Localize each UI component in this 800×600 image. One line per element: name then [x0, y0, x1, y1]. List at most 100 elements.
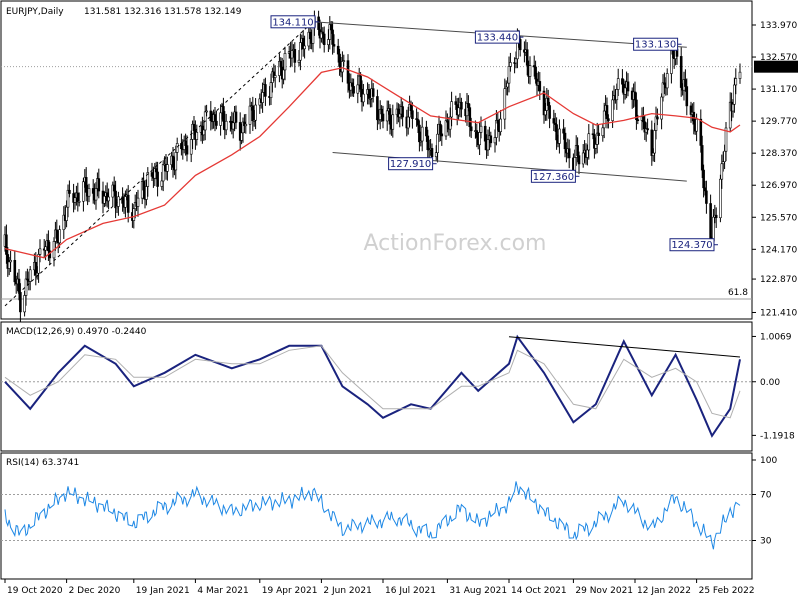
- candle-body: [9, 259, 12, 263]
- candle-body: [156, 171, 159, 187]
- x-axis: 19 Oct 2020 2 Dec 2020 19 Jan 2021 4 Mar 20…: [4, 579, 755, 596]
- annotation-label: 127.360: [533, 172, 574, 183]
- candle-body: [721, 161, 725, 165]
- candle-body: [282, 69, 285, 80]
- candle-body: [68, 189, 71, 194]
- rising-support: [4, 21, 314, 307]
- candle-body: [240, 132, 243, 141]
- rsi-lines: [4, 481, 741, 550]
- candle-body: [546, 97, 550, 106]
- candle-body: [290, 50, 294, 59]
- candle-body: [661, 82, 665, 98]
- candle-body: [303, 45, 306, 50]
- candle-body: [121, 196, 124, 204]
- candle-body: [254, 104, 257, 121]
- candle-body: [84, 177, 88, 193]
- candle-body: [577, 155, 581, 165]
- candle-body: [13, 259, 17, 283]
- candle-body: [587, 133, 591, 151]
- annotation-box: [270, 15, 316, 29]
- candle-body: [23, 295, 26, 313]
- candle-body: [264, 84, 267, 97]
- candle-body: [308, 31, 312, 40]
- candle-body: [205, 110, 208, 113]
- candle-body: [37, 254, 40, 274]
- candle-body: [47, 240, 50, 252]
- candle-body: [714, 214, 718, 219]
- candle-body: [209, 110, 213, 122]
- current-price-label: 132.149: [757, 63, 798, 73]
- candle-body: [142, 181, 145, 191]
- candle-body: [552, 118, 556, 124]
- candle-body: [65, 206, 68, 221]
- candle-body: [576, 145, 579, 156]
- candle-body: [581, 152, 585, 165]
- price-panel-frame: [0, 0, 753, 320]
- fib-label: 61.8: [728, 288, 748, 298]
- candle-body: [244, 123, 248, 127]
- candle-body: [430, 148, 434, 158]
- candle-body: [602, 110, 606, 129]
- candle-body: [346, 60, 350, 84]
- candle-body: [367, 89, 371, 99]
- candle-body: [381, 113, 385, 122]
- candle-body: [425, 126, 428, 137]
- candle-body: [528, 65, 532, 77]
- candle-body: [699, 118, 703, 146]
- candle-body: [731, 103, 735, 112]
- candle-body: [460, 101, 463, 110]
- annotation-box: [530, 169, 576, 183]
- annotation-box: [388, 157, 434, 171]
- candle-body: [573, 157, 577, 173]
- annotation-label: 133.130: [635, 40, 676, 51]
- candle-body: [409, 104, 413, 111]
- x-tick-label: 16 Jul 2021: [385, 586, 436, 596]
- candle-body: [28, 269, 32, 282]
- candle-body: [684, 79, 687, 87]
- x-tick-label: 29 Nov 2021: [575, 586, 633, 596]
- candle-body: [332, 44, 336, 47]
- macd-panel-frame: [0, 321, 753, 452]
- candle-body: [605, 105, 609, 119]
- candle-body: [679, 56, 683, 88]
- candle-body: [457, 107, 460, 116]
- candle-body: [327, 39, 330, 45]
- candle-body: [38, 248, 42, 255]
- candle-body: [439, 123, 442, 135]
- price-grid: 61.8: [1, 66, 752, 300]
- candle-body: [444, 120, 448, 137]
- candle-body: [87, 188, 91, 197]
- candle-body: [251, 105, 255, 122]
- candle-body: [499, 118, 502, 132]
- candle-body: [616, 78, 620, 90]
- candle-body: [555, 124, 558, 141]
- candle-body: [411, 110, 414, 119]
- candle-body: [322, 33, 326, 45]
- annotation-box: [474, 30, 520, 44]
- candle-body: [195, 132, 199, 140]
- candle-body: [385, 110, 389, 122]
- candle-body: [486, 139, 490, 151]
- price-tick-label: 125.570: [760, 213, 797, 223]
- candle-body: [91, 188, 95, 194]
- candle-body: [136, 197, 140, 207]
- price-tick-label: 126.970: [760, 181, 797, 191]
- candle-body: [202, 129, 206, 136]
- candle-body: [611, 99, 614, 121]
- candle-body: [398, 113, 402, 118]
- candle-body: [77, 200, 81, 203]
- candle-body: [607, 118, 610, 121]
- candle-body: [331, 29, 334, 45]
- candle-body: [103, 195, 106, 204]
- candle-body: [112, 184, 116, 192]
- annotation-box: [669, 238, 715, 252]
- candle-body: [623, 87, 627, 95]
- candle-body: [450, 101, 453, 118]
- candle-body: [132, 208, 136, 221]
- candle-body: [700, 145, 704, 171]
- candle-body: [174, 152, 178, 171]
- macd-title: MACD(12,26,9) 0.4970 -0.2440: [6, 327, 147, 337]
- candle-body: [650, 129, 654, 156]
- candle-body: [642, 116, 645, 123]
